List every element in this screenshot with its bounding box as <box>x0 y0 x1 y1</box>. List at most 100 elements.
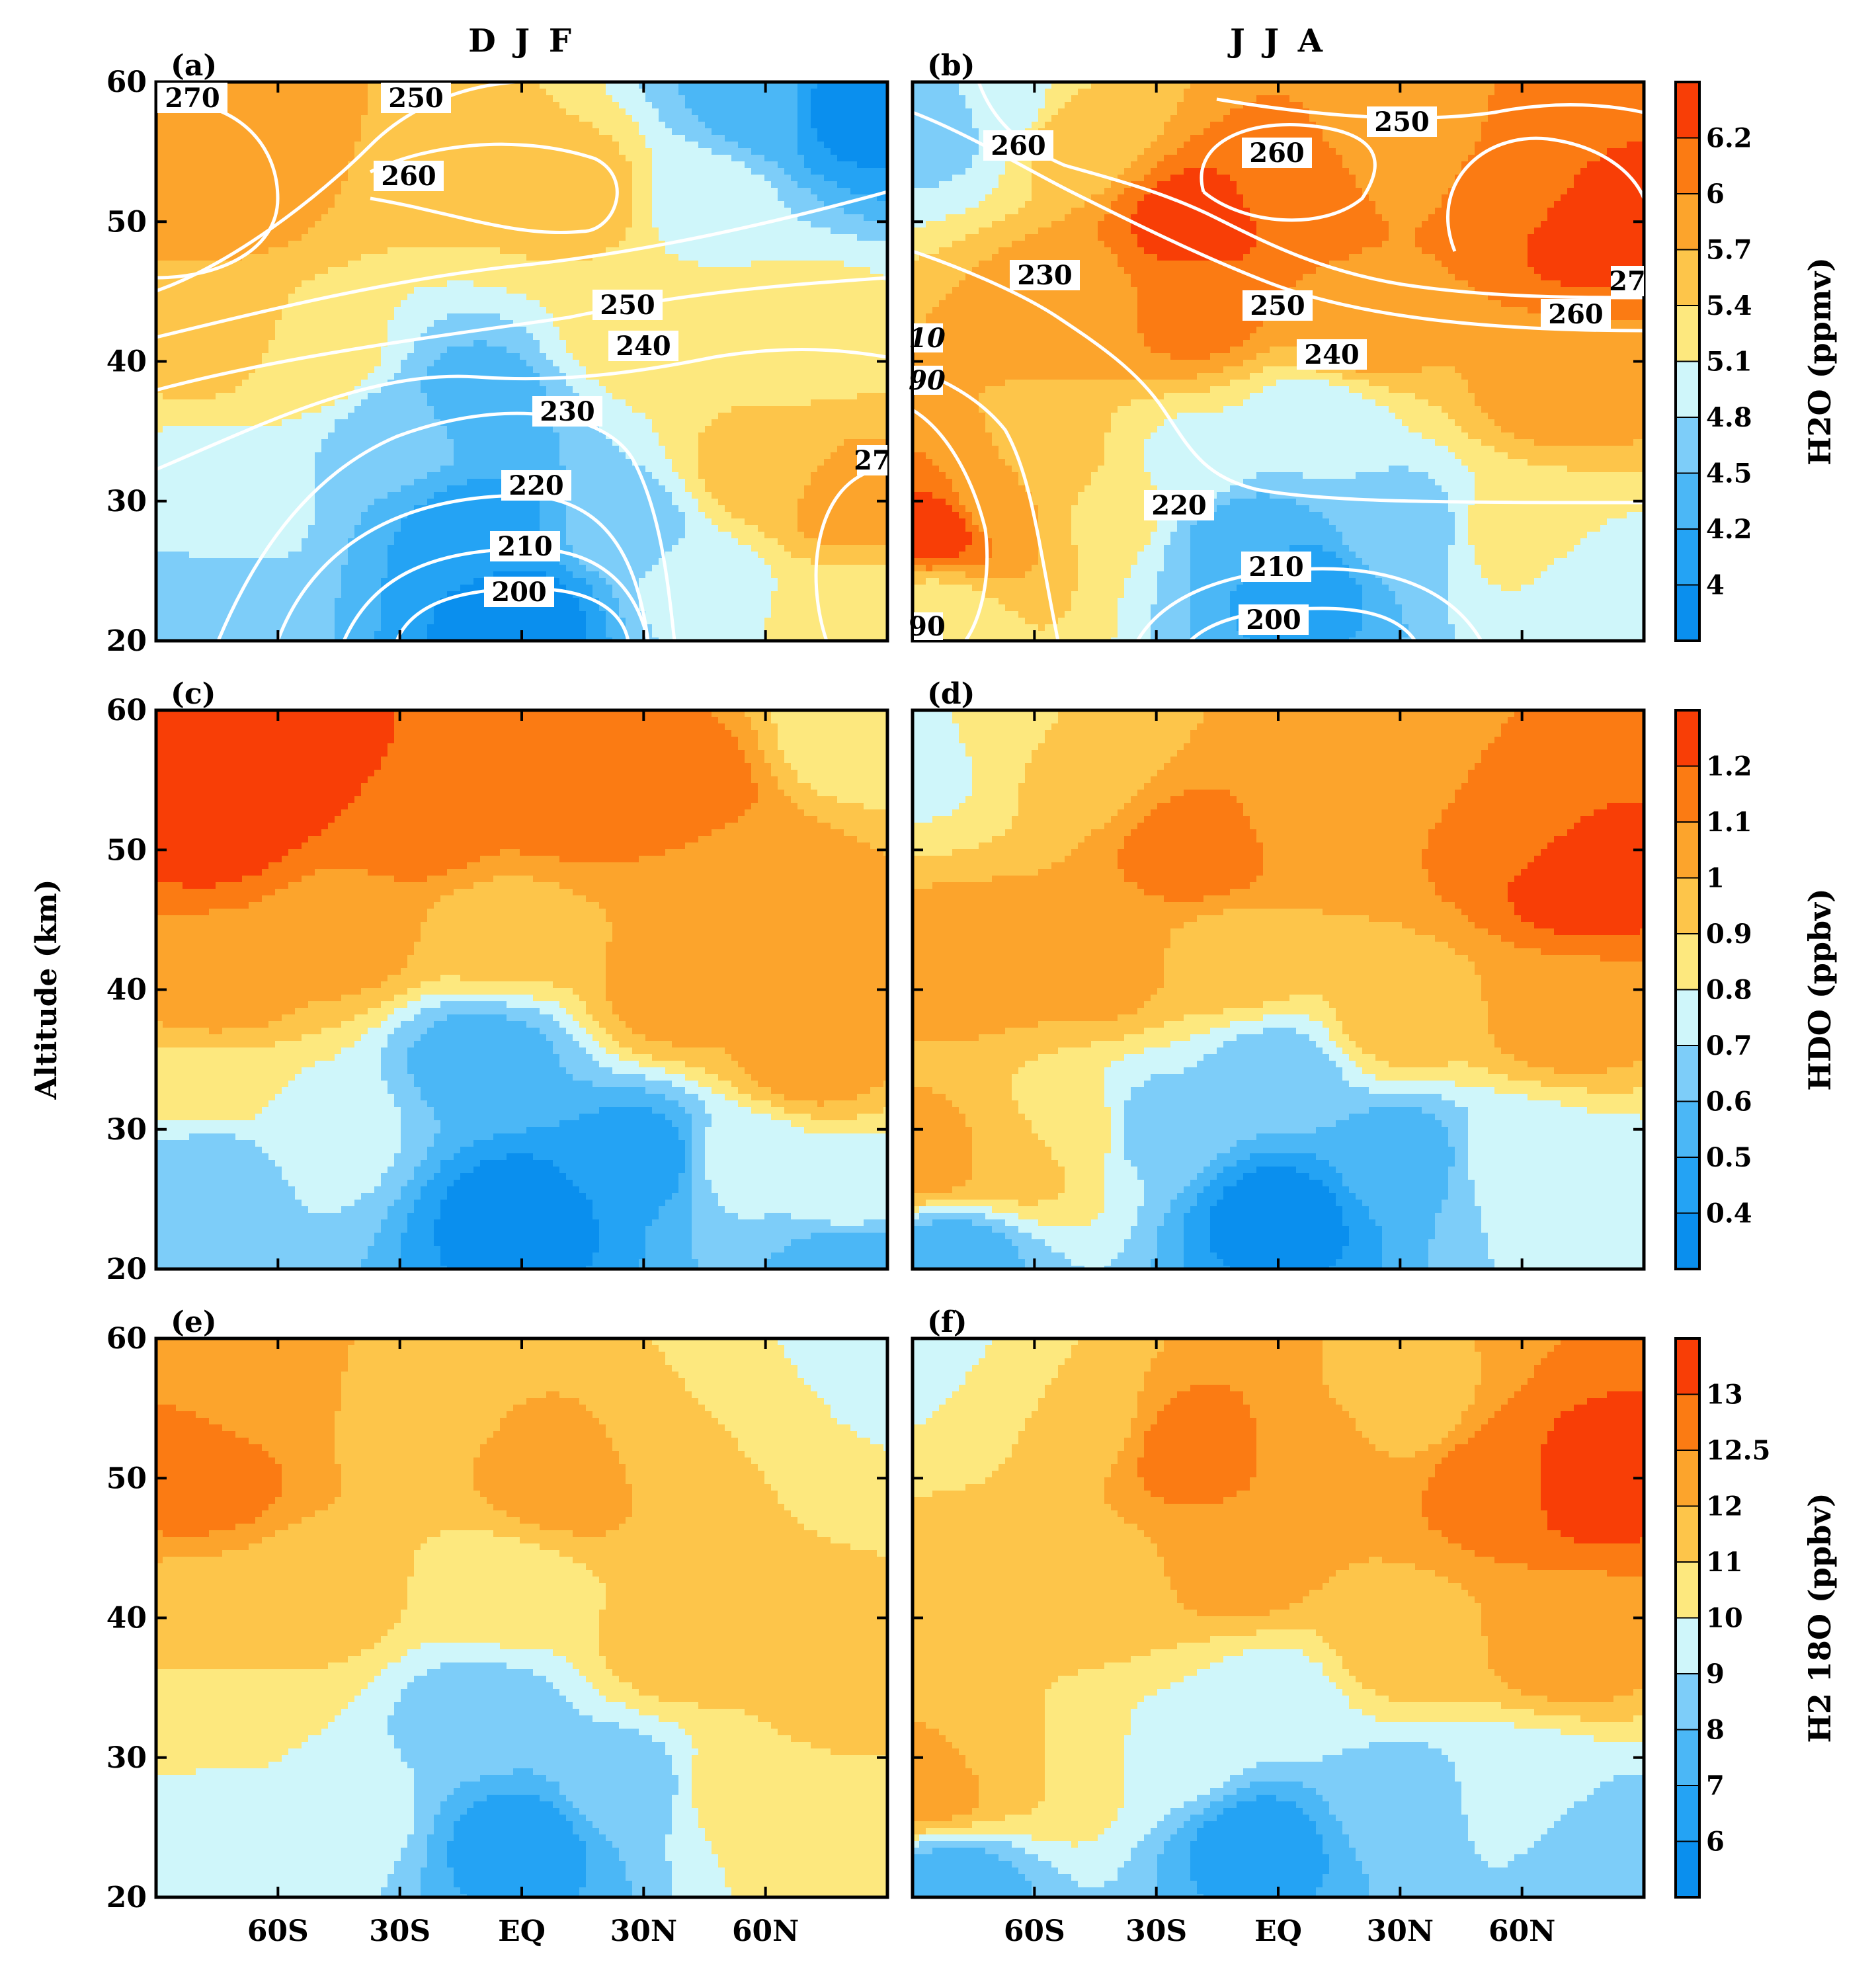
field-cell <box>242 247 249 255</box>
field-cell <box>626 89 633 96</box>
field-cell <box>242 280 249 288</box>
field-cell <box>559 135 567 142</box>
field-cell <box>844 181 851 188</box>
field-cell <box>295 287 302 294</box>
field-cell <box>725 247 732 255</box>
field-cell <box>864 360 871 367</box>
field-cell <box>387 155 395 162</box>
field-cell <box>712 89 719 96</box>
field-cell <box>639 175 646 182</box>
field-cell <box>797 201 805 208</box>
field-cell <box>288 247 296 255</box>
field-cell <box>500 175 507 182</box>
field-cell <box>712 102 719 109</box>
field-cell <box>665 181 673 188</box>
field-cell <box>718 161 725 169</box>
field-cell <box>216 300 223 308</box>
field-cell <box>361 261 368 268</box>
field-cell <box>712 148 719 155</box>
field-cell <box>222 155 229 162</box>
field-cell <box>189 294 196 301</box>
field-cell <box>249 161 256 169</box>
field-cell <box>321 333 329 341</box>
field-cell <box>804 161 811 169</box>
field-cell <box>731 214 739 222</box>
field-cell <box>566 155 573 162</box>
field-cell <box>672 95 679 103</box>
field-cell <box>791 148 798 155</box>
field-cell <box>295 115 302 122</box>
field-cell <box>883 300 887 308</box>
field-cell <box>467 300 474 308</box>
field-cell <box>434 115 441 122</box>
field-cell <box>857 108 864 116</box>
field-cell <box>725 95 732 103</box>
field-cell <box>235 287 243 294</box>
field-cell <box>579 148 587 155</box>
field-cell <box>401 274 408 281</box>
field-cell <box>368 267 375 274</box>
field-cell <box>467 128 474 136</box>
field-cell <box>738 347 745 354</box>
field-cell <box>414 347 421 354</box>
field-cell <box>520 340 527 347</box>
field-cell <box>612 373 620 380</box>
field-cell <box>275 122 282 129</box>
field-cell <box>645 360 653 367</box>
field-cell <box>242 327 249 334</box>
field-cell <box>513 287 520 294</box>
field-cell <box>612 168 620 175</box>
field-cell <box>268 128 276 136</box>
field-cell <box>665 175 673 182</box>
field-cell <box>837 161 844 169</box>
field-cell <box>692 95 699 103</box>
field-cell <box>533 108 540 116</box>
field-cell <box>209 307 216 314</box>
field-cell <box>414 241 421 248</box>
field-cell <box>394 155 401 162</box>
field-cell <box>725 373 732 380</box>
field-cell <box>507 194 514 202</box>
field-cell <box>176 227 183 235</box>
field-cell <box>804 234 811 241</box>
field-cell <box>751 142 758 149</box>
field-cell <box>599 128 606 136</box>
field-cell <box>302 307 309 314</box>
field-cell <box>507 247 514 255</box>
field-cell <box>189 194 196 202</box>
field-cell <box>731 327 739 334</box>
field-cell <box>229 274 236 281</box>
field-cell <box>533 188 540 195</box>
field-cell <box>804 175 811 182</box>
field-cell <box>877 307 884 314</box>
field-cell <box>566 82 573 89</box>
field-cell <box>566 115 573 122</box>
field-cell <box>771 261 778 268</box>
field-cell <box>837 208 844 215</box>
field-cell <box>328 307 335 314</box>
field-cell <box>877 135 884 142</box>
field-cell <box>665 128 673 136</box>
field-cell <box>202 115 210 122</box>
field-cell <box>599 194 606 202</box>
field-cell <box>262 122 269 129</box>
field-cell <box>354 327 362 334</box>
field-cell <box>308 181 315 188</box>
field-cell <box>566 128 573 136</box>
field-cell <box>526 214 534 222</box>
field-cell <box>394 300 401 308</box>
field-cell <box>665 307 673 314</box>
field-cell <box>295 373 302 380</box>
field-cell <box>460 353 468 360</box>
field-cell <box>870 241 877 248</box>
field-cell <box>183 241 190 248</box>
field-cell <box>407 194 415 202</box>
field-cell <box>745 188 752 195</box>
field-cell <box>678 188 686 195</box>
field-cell <box>321 327 329 334</box>
field-cell <box>321 161 329 169</box>
field-cell <box>275 181 282 188</box>
field-cell <box>797 313 805 321</box>
field-cell <box>599 82 606 89</box>
field-cell <box>520 373 527 380</box>
